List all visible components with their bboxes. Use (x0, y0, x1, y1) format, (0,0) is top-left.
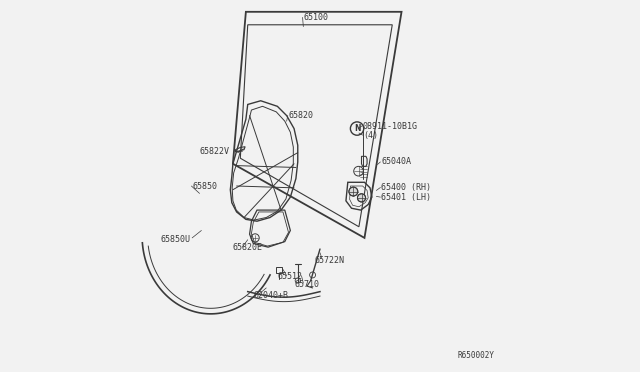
Text: 65722N: 65722N (314, 256, 344, 264)
Text: 65850: 65850 (192, 182, 217, 190)
Text: N: N (354, 124, 360, 133)
Text: (4): (4) (364, 131, 379, 141)
Text: R650002Y: R650002Y (457, 351, 494, 360)
Text: 65512: 65512 (277, 272, 302, 281)
Text: 65040A: 65040A (381, 157, 411, 166)
Text: 65822V: 65822V (200, 147, 230, 156)
Text: 08911-10B1G: 08911-10B1G (363, 122, 418, 131)
Text: 65100: 65100 (303, 13, 328, 22)
Text: 62040+B: 62040+B (253, 291, 288, 300)
Text: 65400 (RH): 65400 (RH) (381, 183, 431, 192)
Text: 65401 (LH): 65401 (LH) (381, 193, 431, 202)
Text: 65850U: 65850U (161, 235, 191, 244)
Text: 65820: 65820 (289, 111, 314, 120)
Circle shape (357, 194, 365, 202)
Circle shape (349, 187, 358, 196)
Text: 65710: 65710 (294, 280, 319, 289)
Text: 65820E: 65820E (233, 243, 263, 251)
